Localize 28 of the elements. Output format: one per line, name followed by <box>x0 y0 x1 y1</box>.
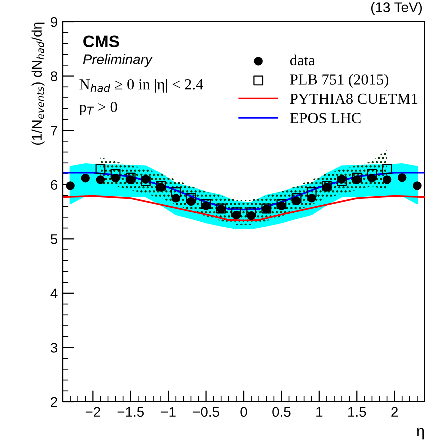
y-tick-label: 9 <box>51 17 58 28</box>
x-tick-label: 2 <box>392 407 398 417</box>
annotation: CMS <box>84 36 120 48</box>
y-tick-label: 8 <box>51 72 58 82</box>
x-tick-label: −1 <box>161 407 176 417</box>
x-tick-label: 1 <box>316 407 323 417</box>
x-tick-label: 0 <box>240 407 248 418</box>
y-tick-label: 2 <box>51 397 58 408</box>
annotation: Preliminary <box>83 54 154 68</box>
legend-label: PYTHIA8 CUETM1 <box>290 94 418 104</box>
y-tick-label: 3 <box>50 343 58 353</box>
y-tick-label: 7 <box>51 126 58 136</box>
x-tick-label: 1.5 <box>348 407 366 418</box>
legend-label: PLB 751 (2015) <box>290 74 389 88</box>
legend-label: EPOS LHC <box>290 113 361 124</box>
y-tick-label: 5 <box>50 234 58 244</box>
x-axis-title: η <box>417 428 424 440</box>
x-tick-label: −0.5 <box>193 407 220 418</box>
x-tick-label: −2 <box>86 407 100 417</box>
annotation: N$_{had}$ ≥ 0 in |η| < 2.4 <box>80 79 204 93</box>
y-axis-title: (1/N$_{events}$) dN$_{had}$/dη <box>32 22 45 146</box>
annotation: p$_{T}$ > 0 <box>80 102 118 116</box>
x-tick-label: 0.5 <box>272 407 291 418</box>
chart-title: (13 TeV) <box>372 2 422 16</box>
x-tick-label: −1.5 <box>118 407 144 418</box>
y-tick-label: 6 <box>51 180 58 190</box>
legend-label: data <box>290 54 316 66</box>
y-tick-label: 4 <box>50 288 58 298</box>
